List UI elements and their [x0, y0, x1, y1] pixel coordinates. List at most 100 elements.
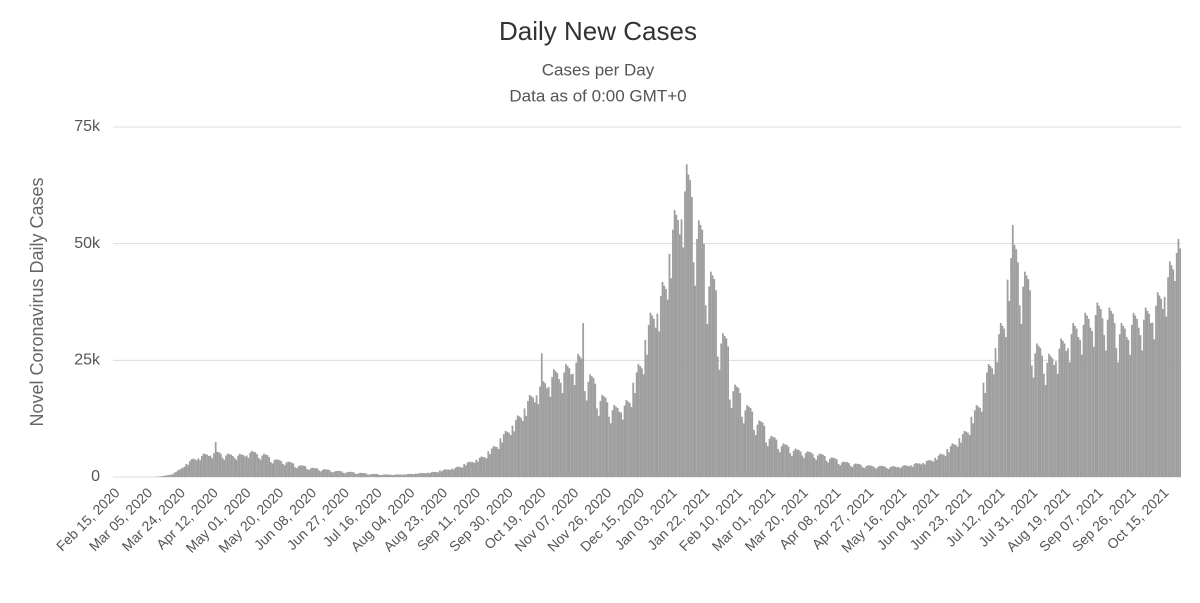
bar [233, 457, 236, 477]
bar [321, 470, 324, 477]
bar [642, 374, 645, 477]
bar [516, 415, 519, 477]
bar [339, 470, 341, 477]
bar [1163, 296, 1166, 477]
bar [994, 348, 997, 477]
bar [980, 411, 983, 477]
bar [858, 463, 861, 477]
bar [711, 275, 714, 477]
bar [756, 424, 759, 477]
bar [827, 462, 830, 477]
bar [601, 394, 604, 477]
bar [1127, 339, 1130, 477]
bar [784, 444, 786, 477]
bar [1165, 316, 1168, 477]
bar [848, 463, 850, 477]
bar [837, 463, 840, 477]
bar [768, 438, 771, 477]
bar [751, 411, 754, 477]
bar [435, 472, 438, 477]
bar [1027, 279, 1030, 477]
bar [735, 386, 738, 477]
bar [898, 467, 900, 477]
bar [929, 460, 931, 477]
bar [456, 466, 459, 477]
bar [375, 473, 378, 477]
bar [597, 415, 600, 477]
bar [295, 468, 298, 477]
bar [709, 271, 712, 477]
bar [161, 476, 164, 477]
bar [580, 358, 583, 477]
bar [1003, 328, 1006, 477]
bar [539, 386, 541, 477]
bar [1055, 361, 1057, 477]
bar [180, 468, 183, 477]
bar [349, 471, 352, 477]
bar [366, 474, 369, 477]
bar [1084, 312, 1087, 477]
bar [815, 459, 817, 477]
bar [283, 465, 286, 477]
bar [309, 468, 312, 477]
bar [632, 382, 635, 477]
bar [1167, 277, 1169, 477]
bar [649, 312, 652, 477]
bar [1082, 324, 1085, 477]
bar [496, 447, 498, 477]
bar [611, 410, 614, 477]
bar [1032, 377, 1035, 477]
bar [853, 464, 855, 477]
bar [1044, 385, 1047, 477]
bar [497, 449, 500, 477]
bar [747, 406, 750, 477]
bar [382, 474, 384, 477]
bar [879, 465, 881, 477]
bar [169, 474, 172, 477]
bar [232, 456, 234, 477]
bar [521, 421, 524, 477]
bar [996, 362, 999, 477]
bar [182, 467, 184, 477]
bar [1041, 355, 1044, 477]
bar [661, 281, 664, 477]
bar [689, 180, 692, 477]
y-tick-label: 75k [74, 118, 101, 135]
bar [475, 459, 478, 477]
bar [471, 462, 474, 477]
bar [706, 323, 709, 477]
bar [219, 453, 222, 477]
bar [877, 466, 880, 477]
bar [176, 470, 179, 477]
bar [584, 391, 586, 477]
bar [408, 473, 410, 477]
bar [528, 394, 531, 477]
bar [192, 458, 195, 477]
bar [1020, 323, 1023, 477]
bar [620, 412, 623, 477]
bar [287, 461, 290, 477]
bar [1001, 325, 1004, 477]
bar [927, 460, 930, 477]
bar [1049, 356, 1052, 477]
bar [860, 464, 862, 477]
bar [720, 343, 723, 477]
bar [451, 468, 453, 477]
bar [866, 465, 869, 477]
bar [1008, 301, 1011, 477]
bar [1065, 351, 1068, 477]
bar [1075, 328, 1078, 477]
bar [1068, 362, 1071, 477]
bar [998, 334, 1000, 477]
bar [651, 315, 654, 477]
bar [825, 460, 828, 477]
bar [1179, 248, 1182, 477]
bar [934, 457, 937, 477]
bar [770, 435, 773, 477]
bar [264, 454, 267, 477]
bar [195, 460, 198, 477]
bar [734, 384, 736, 477]
bar [302, 465, 305, 477]
bar [753, 429, 755, 477]
bar [164, 475, 167, 477]
